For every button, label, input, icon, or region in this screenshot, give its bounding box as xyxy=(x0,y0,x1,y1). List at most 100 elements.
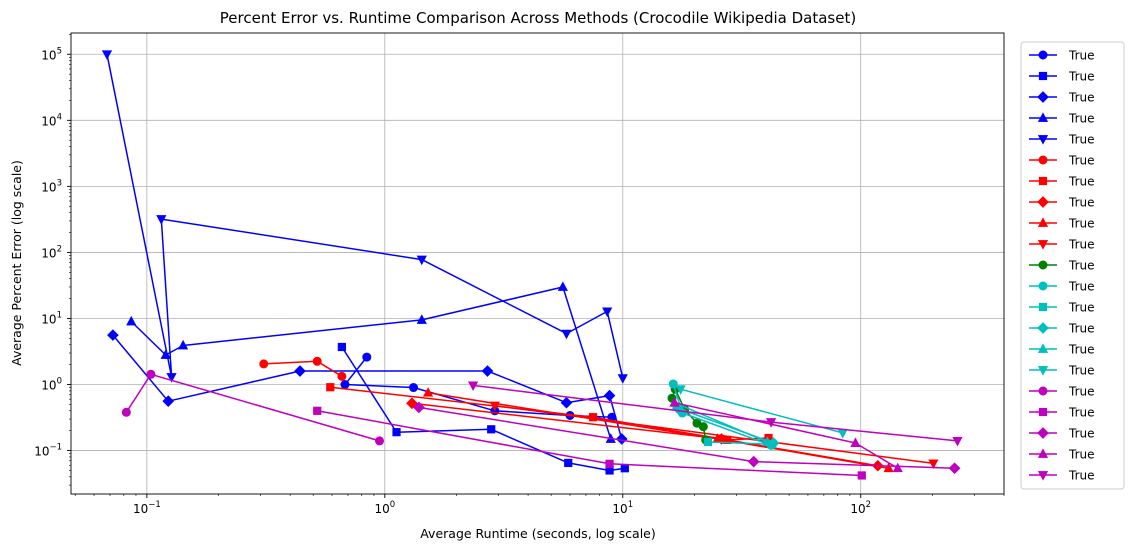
y-tick-label: 105 xyxy=(41,46,62,62)
x-tick-label: 102 xyxy=(850,500,871,516)
data-point xyxy=(837,429,848,439)
x-tick-label: 100 xyxy=(374,500,395,516)
legend-label: True xyxy=(1068,427,1095,441)
data-point xyxy=(762,436,773,446)
legend-label: True xyxy=(1068,91,1095,105)
legend-entry: True xyxy=(1029,238,1095,252)
legend-label: True xyxy=(1068,469,1095,483)
legend-marker xyxy=(1037,135,1049,145)
data-point xyxy=(413,401,425,414)
data-point xyxy=(603,389,616,402)
data-point xyxy=(101,50,113,60)
series-17 xyxy=(121,369,385,446)
x-tick-label: 101 xyxy=(612,500,633,516)
data-point xyxy=(698,422,708,432)
data-point xyxy=(156,215,167,225)
legend-marker xyxy=(1038,386,1048,396)
y-tick-label: 103 xyxy=(41,178,62,194)
chart-title: Percent Error vs. Runtime Comparison Acr… xyxy=(220,9,856,27)
legend-label: True xyxy=(1068,238,1095,252)
x-axis-label: Average Runtime (seconds, log scale) xyxy=(420,526,656,541)
data-point xyxy=(669,397,680,407)
y-tick-label: 102 xyxy=(41,244,62,260)
series-line xyxy=(473,384,958,442)
series-line xyxy=(418,406,955,469)
data-point xyxy=(620,464,629,473)
legend-label: True xyxy=(1068,133,1095,147)
series-19 xyxy=(413,401,961,475)
legend-entry: True xyxy=(1029,469,1095,483)
legend-label: True xyxy=(1068,70,1095,84)
series-line xyxy=(674,402,768,443)
legend-label: True xyxy=(1068,196,1095,210)
series-6 xyxy=(259,356,347,381)
legend-label: True xyxy=(1068,364,1095,378)
data-point xyxy=(564,458,573,468)
legend-label: True xyxy=(1068,217,1095,231)
data-point xyxy=(375,436,385,446)
data-point xyxy=(337,342,346,352)
data-point xyxy=(615,433,628,445)
data-point xyxy=(489,401,500,412)
data-point xyxy=(765,418,777,428)
legend-entry: True xyxy=(1029,343,1095,357)
legend-entry: True xyxy=(1029,133,1095,147)
data-point xyxy=(850,437,861,447)
x-tick-label: 10−1 xyxy=(133,500,161,516)
series-10 xyxy=(489,401,939,470)
data-point xyxy=(312,356,322,366)
legend-marker xyxy=(1037,471,1049,481)
legend-label: True xyxy=(1068,49,1095,63)
legend-marker xyxy=(1038,407,1048,417)
series-line xyxy=(106,54,624,379)
data-point xyxy=(362,352,372,362)
legend-entry: True xyxy=(1029,217,1095,231)
data-point xyxy=(675,385,686,395)
x-axis-ticks: 10−1 100 101 102 xyxy=(74,494,1005,516)
data-point xyxy=(166,373,177,383)
legend-entry: True xyxy=(1029,154,1095,168)
legend-marker xyxy=(1037,448,1049,458)
legend-label: True xyxy=(1068,448,1095,462)
series-line xyxy=(494,404,934,465)
legend-marker xyxy=(1037,366,1049,376)
legend-entry: True xyxy=(1029,91,1095,105)
series-18 xyxy=(313,406,866,480)
data-point xyxy=(468,381,479,392)
legend-label: True xyxy=(1068,385,1095,399)
legend-label: True xyxy=(1068,175,1095,189)
legend-entry: True xyxy=(1029,196,1095,210)
series-line xyxy=(130,286,612,440)
data-point xyxy=(121,407,131,417)
legend-marker xyxy=(1037,196,1049,208)
data-point xyxy=(560,396,573,409)
data-point xyxy=(416,255,427,266)
data-point xyxy=(326,383,335,392)
y-tick-label: 101 xyxy=(41,310,62,326)
legend-marker xyxy=(1038,71,1048,81)
data-point xyxy=(602,307,613,318)
series-line xyxy=(680,388,843,434)
legend-label: True xyxy=(1068,259,1095,273)
data-point xyxy=(703,437,713,447)
series-2 xyxy=(337,342,629,475)
data-point xyxy=(561,329,572,340)
series-3 xyxy=(107,329,628,445)
legend-entry: True xyxy=(1029,406,1095,420)
data-point xyxy=(126,315,137,326)
legend-marker xyxy=(1037,240,1049,250)
legend-label: True xyxy=(1068,301,1095,315)
y-axis-label: Average Percent Error (log scale) xyxy=(9,160,24,366)
legend-marker xyxy=(1038,302,1048,312)
data-point xyxy=(337,371,347,381)
data-point xyxy=(481,365,494,377)
grid xyxy=(71,33,1004,494)
series-layer xyxy=(101,50,963,480)
legend-marker xyxy=(1037,91,1049,103)
legend-label: True xyxy=(1068,154,1095,168)
series-16 xyxy=(675,385,848,439)
legend-marker xyxy=(1037,427,1049,439)
data-point xyxy=(409,383,419,393)
legend-label: True xyxy=(1068,343,1095,357)
